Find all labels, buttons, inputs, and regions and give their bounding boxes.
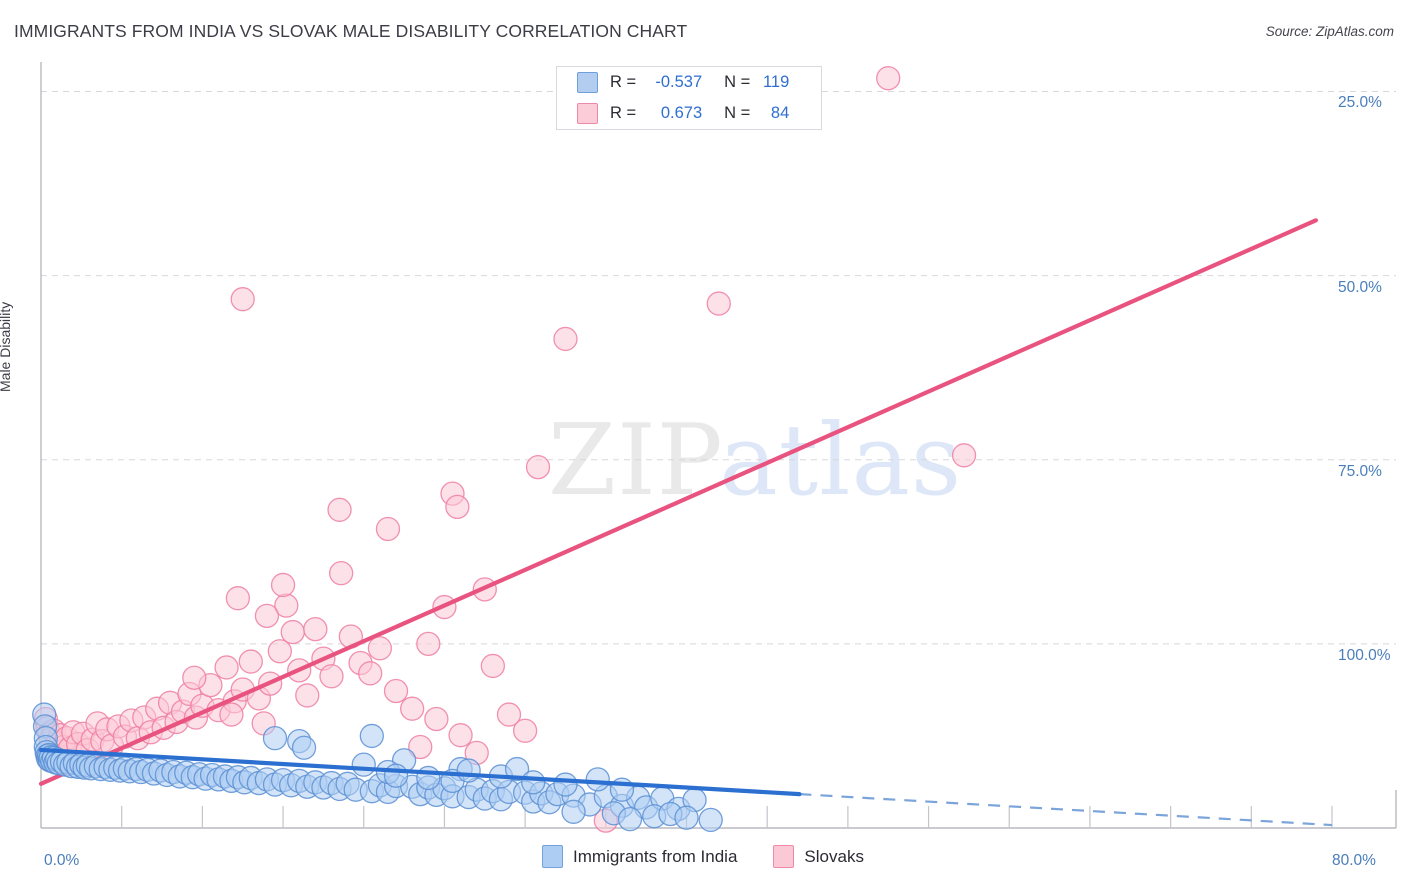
data-point: [525, 454, 551, 480]
data-point: [553, 772, 578, 797]
data-point: [254, 603, 280, 629]
data-point: [375, 516, 401, 542]
data-point: [327, 497, 352, 522]
legend-label-slovaks: Slovaks: [804, 846, 864, 866]
scatter-points-slovaks: [33, 66, 977, 833]
data-point: [445, 494, 470, 520]
trendline-slovaks: [38, 218, 1318, 786]
y-axis-tick-label: 100.0%: [1338, 646, 1391, 664]
data-point: [319, 664, 344, 689]
data-point: [329, 561, 354, 586]
data-point: [876, 66, 901, 91]
data-point: [359, 723, 384, 749]
data-point: [280, 619, 305, 645]
legend-item-slovaks[interactable]: Slovaks: [773, 845, 864, 868]
data-point: [270, 572, 296, 598]
y-axis-tick-label: 75.0%: [1338, 462, 1382, 480]
y-axis-tick-label: 50.0%: [1338, 278, 1382, 296]
y-axis-tick-label: 25.0%: [1338, 94, 1382, 112]
legend-label-immigrants-from-india: Immigrants from India: [573, 846, 738, 866]
data-point: [383, 678, 409, 704]
data-point: [448, 723, 473, 748]
source-attribution: Source: ZipAtlas.com: [1265, 24, 1394, 39]
stats-n-label-blue: N =: [724, 73, 751, 91]
stats-r-label-pink: R =: [610, 104, 637, 122]
stats-n-label-pink: N =: [724, 104, 751, 122]
data-point: [521, 770, 546, 795]
data-point: [480, 653, 506, 679]
legend-swatch-pink-icon: [773, 845, 795, 868]
x-axis-tick-label-min: 0.0%: [44, 852, 80, 869]
data-point: [267, 639, 292, 664]
data-point: [512, 718, 538, 743]
stats-row-blue: R = -0.537 N = 119: [557, 67, 821, 98]
trendline-immigrants-from-india: [38, 747, 802, 797]
correlation-stats-box: R = -0.537 N = 119 R = 0.673 N = 84: [556, 66, 822, 130]
legend-item-immigrants-from-india[interactable]: Immigrants from India: [542, 845, 737, 868]
data-point: [400, 696, 425, 721]
data-point: [951, 443, 977, 468]
data-point: [408, 734, 433, 760]
data-point: [367, 636, 393, 661]
data-point: [424, 706, 449, 732]
data-point: [295, 683, 320, 708]
stats-n-value-pink: 84: [770, 104, 790, 122]
data-point: [416, 765, 441, 791]
data-point: [416, 631, 441, 657]
data-point: [225, 586, 251, 611]
legend-swatch-blue-icon: [542, 845, 564, 868]
data-point: [674, 805, 699, 830]
data-point: [585, 767, 610, 792]
data-point: [214, 655, 239, 680]
stats-swatch-pink-icon: [577, 103, 598, 124]
data-point: [698, 807, 723, 833]
data-point: [358, 661, 383, 686]
data-point: [504, 756, 530, 782]
stats-n-value-blue: 119: [762, 73, 790, 91]
page-title: IMMIGRANTS FROM INDIA VS SLOVAK MALE DIS…: [14, 21, 688, 41]
data-point: [291, 735, 317, 760]
data-point: [219, 702, 244, 727]
data-point: [230, 287, 255, 312]
stats-r-value-blue: -0.537: [655, 73, 703, 91]
data-point: [383, 763, 409, 788]
data-point: [351, 752, 376, 777]
data-point: [706, 291, 731, 316]
data-point: [617, 807, 643, 832]
data-point: [496, 702, 522, 727]
data-point: [561, 799, 586, 824]
x-axis-tick-label-max: 80.0%: [1332, 852, 1376, 869]
series-legend: Immigrants from India Slovaks: [0, 845, 1406, 868]
data-point: [303, 616, 328, 642]
trendline-immigrants-from-india-extrapolated: [799, 793, 1333, 827]
data-point: [456, 758, 481, 783]
data-point: [182, 665, 207, 690]
data-point: [553, 326, 578, 352]
stats-row-pink: R = 0.673 N = 84: [557, 98, 821, 129]
data-point: [238, 649, 263, 674]
stats-r-label-blue: R =: [610, 73, 637, 91]
stats-r-value-pink: 0.673: [660, 104, 703, 122]
data-point: [262, 725, 288, 751]
stats-swatch-blue-icon: [577, 72, 598, 93]
